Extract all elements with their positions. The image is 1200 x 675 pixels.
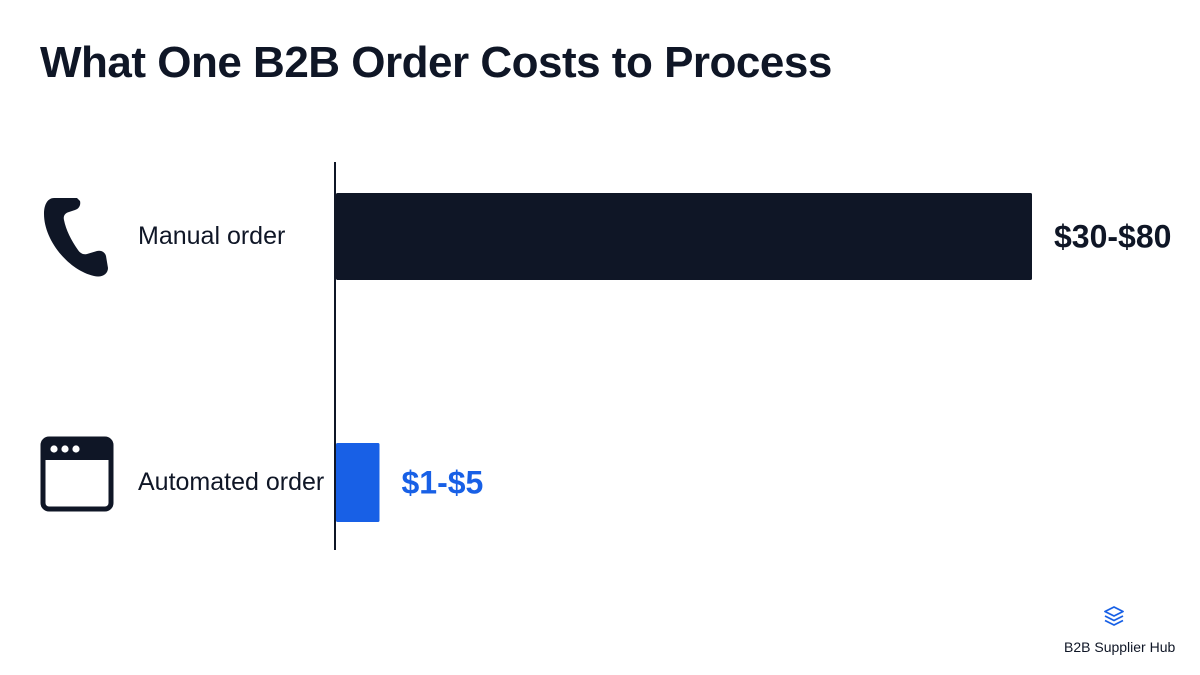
stacked-layers-icon xyxy=(1104,606,1124,626)
value-labels-group: $30-$80 $1-$5 xyxy=(402,219,1172,501)
bar-automated xyxy=(336,443,380,522)
phone-icon xyxy=(40,194,112,285)
bars-group xyxy=(336,193,1032,522)
bar-manual xyxy=(336,193,1032,280)
category-label-manual: Manual order xyxy=(138,221,286,250)
brand-logo: B2B Supplier Hub xyxy=(1064,606,1176,655)
value-label-manual: $30-$80 xyxy=(1054,219,1171,255)
browser-window-icon xyxy=(40,436,114,517)
category-label-automated: Automated order xyxy=(138,467,325,496)
page-title: What One B2B Order Costs to Process xyxy=(40,38,832,87)
brand-name: B2B Supplier Hub xyxy=(1064,639,1176,655)
value-label-automated: $1-$5 xyxy=(402,465,484,501)
